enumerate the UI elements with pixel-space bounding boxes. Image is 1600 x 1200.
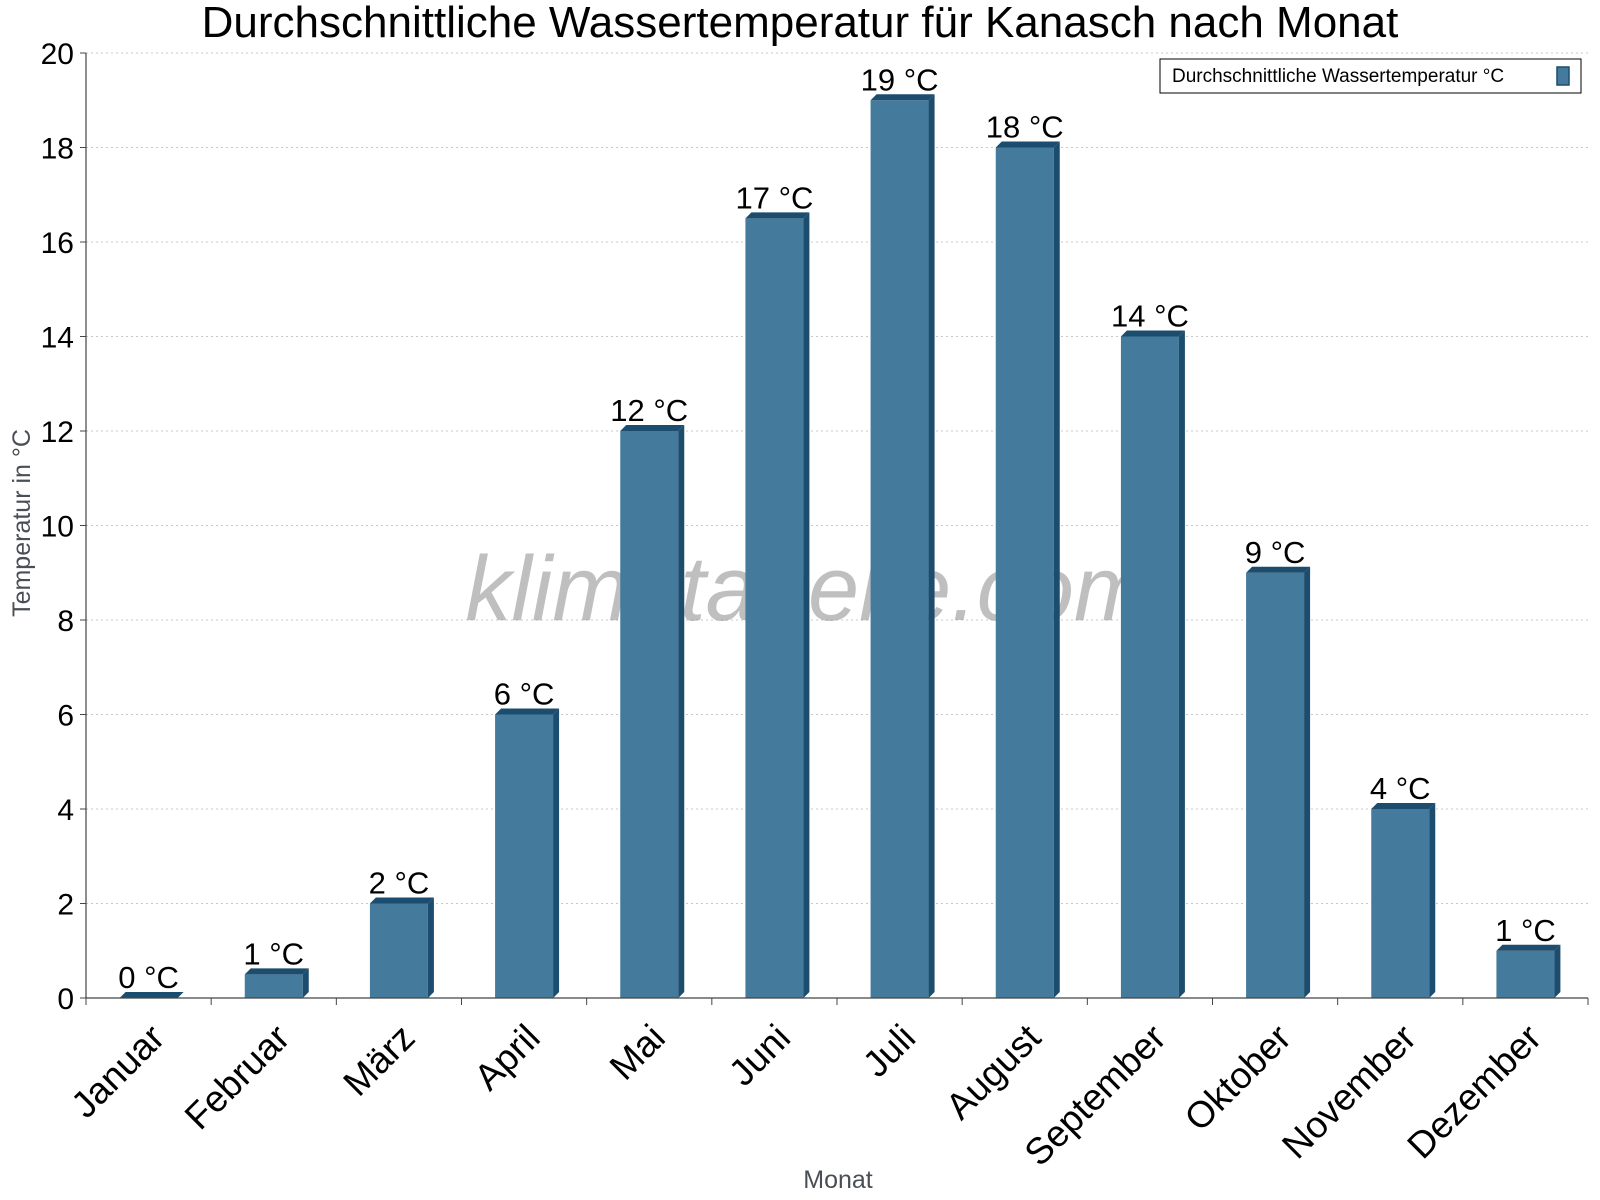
legend: Durchschnittliche Wassertemperatur °C xyxy=(1159,58,1582,94)
x-tick-label: Juli xyxy=(855,1017,923,1085)
bar-top xyxy=(1120,330,1185,337)
bar-front xyxy=(1120,336,1179,998)
bar-side xyxy=(1053,141,1060,998)
x-tick-label: Juni xyxy=(721,1017,798,1094)
y-tick-label: 2 xyxy=(57,889,74,922)
data-label: 0 °C xyxy=(118,960,179,995)
bar xyxy=(1120,330,1185,998)
bar xyxy=(620,425,685,998)
bar-side xyxy=(1178,330,1185,998)
y-tick-label: 16 xyxy=(41,227,74,260)
bar-front xyxy=(995,147,1054,998)
y-tick-label: 4 xyxy=(57,794,74,827)
bar-top xyxy=(995,141,1060,148)
y-tick-label: 12 xyxy=(41,416,74,449)
bar-front xyxy=(1246,572,1305,998)
x-tick-label: Dezember xyxy=(1399,1017,1549,1167)
x-tick-labels: Januar Februar März April Mai Juni Juli AugustS… xyxy=(63,1016,1549,1173)
bar-top xyxy=(870,94,935,101)
data-label: 19 °C xyxy=(861,62,939,97)
data-label: 4 °C xyxy=(1370,771,1431,806)
bar-top xyxy=(620,425,685,431)
bar-front xyxy=(870,100,929,998)
chart-title: Durchschnittliche Wassertemperatur für K… xyxy=(202,0,1399,47)
bar-front xyxy=(620,431,679,998)
y-axis-label: Temperatur in °C xyxy=(8,429,36,617)
data-label: 1 °C xyxy=(243,936,304,971)
x-tick-label: November xyxy=(1274,1017,1424,1167)
bar-top xyxy=(244,968,309,975)
bar-front xyxy=(745,218,804,998)
bar xyxy=(369,897,434,998)
bar xyxy=(1371,803,1436,998)
bar-side xyxy=(1554,944,1561,998)
bar-top xyxy=(119,992,184,998)
x-tick-label: März xyxy=(335,1017,422,1104)
bar-side xyxy=(553,708,560,998)
data-label: 1 °C xyxy=(1495,913,1556,948)
bar-top xyxy=(745,212,810,219)
bar-side xyxy=(302,968,309,998)
bar xyxy=(1496,944,1561,998)
data-label: 18 °C xyxy=(986,110,1064,145)
y-tick-label: 18 xyxy=(41,133,74,166)
bar-front xyxy=(1371,809,1430,998)
data-label: 9 °C xyxy=(1245,535,1306,570)
y-tick-label: 10 xyxy=(41,511,74,544)
data-labels: 0 °C 1 °C 2 °C 6 °C 12 °C 17 °C 19 °C 18 °C 14 °… xyxy=(118,62,1555,995)
bar-side xyxy=(1304,566,1311,998)
bar-side xyxy=(928,94,935,998)
bar-top xyxy=(1246,566,1311,573)
legend-swatch xyxy=(1556,66,1570,86)
bar-top xyxy=(369,897,434,904)
y-tick-label: 14 xyxy=(41,322,74,355)
data-label: 2 °C xyxy=(369,866,430,901)
axes xyxy=(80,52,1589,1005)
bars xyxy=(119,94,1561,998)
bar-side xyxy=(1429,803,1436,998)
x-tick-label: Mai xyxy=(602,1017,673,1088)
bar-front xyxy=(1496,950,1555,998)
x-tick-label: August xyxy=(938,1016,1049,1127)
bar-front xyxy=(495,714,554,998)
data-label: 14 °C xyxy=(1111,299,1189,334)
x-tick-label: April xyxy=(466,1017,547,1098)
bar-side xyxy=(678,425,685,998)
bar xyxy=(870,94,935,998)
y-tick-labels: 0 2 4 6 8 10 12 14 16 18 20 xyxy=(41,38,74,1016)
bar-front xyxy=(244,974,303,998)
bar xyxy=(244,968,309,998)
legend-box xyxy=(1159,58,1582,94)
bar xyxy=(1246,566,1311,998)
bar-top xyxy=(495,708,560,715)
y-tick-label: 6 xyxy=(57,700,74,733)
data-label: 12 °C xyxy=(610,393,688,428)
bar-top xyxy=(1496,944,1561,951)
bar-side xyxy=(427,897,434,998)
bar xyxy=(495,708,560,998)
grid-lines xyxy=(86,52,1588,904)
y-tick-label: 20 xyxy=(41,38,74,71)
x-tick-label: Februar xyxy=(177,1017,298,1138)
bar-top xyxy=(1371,803,1436,809)
bar xyxy=(745,212,810,998)
y-tick-label: 0 xyxy=(57,983,74,1016)
data-label: 6 °C xyxy=(494,677,555,712)
bar xyxy=(119,992,184,998)
legend-label: Durchschnittliche Wassertemperatur °C xyxy=(1172,66,1504,87)
bar xyxy=(995,141,1060,998)
x-tick-label: Oktober xyxy=(1177,1017,1299,1139)
bar-front xyxy=(369,903,428,998)
data-label: 17 °C xyxy=(735,180,813,215)
y-tick-label: 8 xyxy=(57,605,74,638)
x-axis-label: Monat xyxy=(803,1166,873,1194)
bar-side xyxy=(803,212,810,998)
x-tick-label: Januar xyxy=(63,1017,172,1126)
